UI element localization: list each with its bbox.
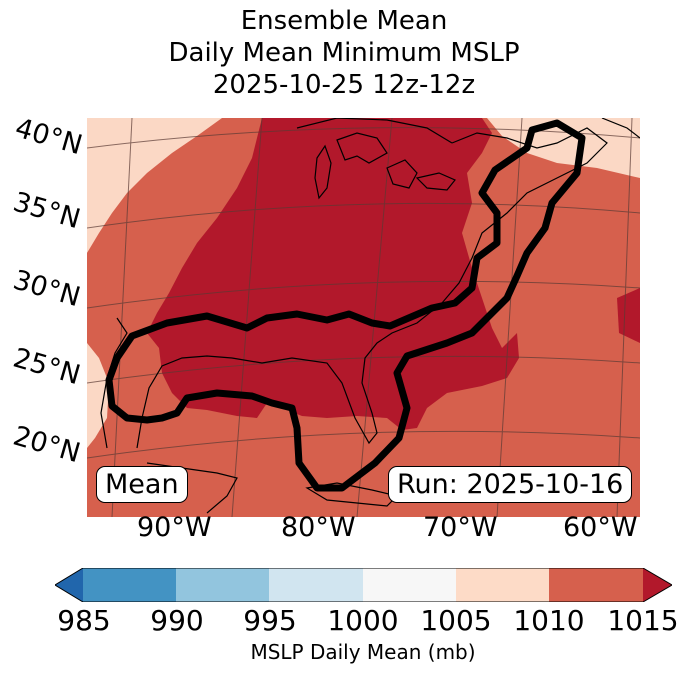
colorbar-extend-low bbox=[55, 568, 83, 602]
lon-label-80: 80°W bbox=[281, 512, 356, 543]
colorbar-segment bbox=[456, 568, 549, 602]
lon-label-90: 90°W bbox=[137, 512, 212, 543]
colorbar-segment bbox=[176, 568, 269, 602]
field-1005-1010-gulf-west bbox=[87, 343, 109, 448]
colorbar-tick-1010: 1010 bbox=[513, 604, 585, 637]
lon-label-60: 60°W bbox=[563, 512, 638, 543]
colorbar-segment bbox=[269, 568, 363, 602]
contour-1015 bbox=[105, 119, 586, 492]
colorbar-segment bbox=[363, 568, 456, 602]
annotation-mean: Mean bbox=[96, 466, 188, 503]
colorbar-tick-1015: 1015 bbox=[607, 604, 679, 637]
lat-label-35: 35°N bbox=[9, 186, 84, 236]
coastlines bbox=[100, 118, 640, 514]
annotation-run: Run: 2025-10-16 bbox=[388, 466, 633, 503]
field-1005-1010-northwest bbox=[87, 118, 222, 253]
title-line-3: 2025-10-25 12z-12z bbox=[212, 70, 476, 100]
lat-label-25: 25°N bbox=[9, 342, 84, 392]
map-panel bbox=[87, 118, 640, 517]
lat-label-20: 20°N bbox=[9, 420, 84, 470]
colorbar-segment bbox=[549, 568, 643, 602]
colorbar-tick-995: 995 bbox=[243, 604, 297, 637]
colorbar-tick-1005: 1005 bbox=[420, 604, 492, 637]
lat-label-30: 30°N bbox=[9, 264, 84, 314]
colorbar-extend-high bbox=[643, 568, 672, 602]
graticule bbox=[87, 118, 640, 517]
title-line-2: Daily Mean Minimum MSLP bbox=[168, 38, 520, 68]
colorbar bbox=[55, 568, 672, 602]
lat-label-40: 40°N bbox=[11, 112, 86, 162]
colorbar-tick-990: 990 bbox=[150, 604, 204, 637]
field-1005-1010-northeast bbox=[487, 118, 640, 178]
colorbar-tick-985: 985 bbox=[57, 604, 111, 637]
field-1010-west-strip bbox=[87, 236, 109, 338]
colorbar-label: MSLP Daily Mean (mb) bbox=[250, 640, 476, 664]
field-above-1015-east bbox=[617, 288, 640, 343]
colorbar-tick-1000: 1000 bbox=[327, 604, 399, 637]
colorbar-segment bbox=[83, 568, 176, 602]
title-line-1: Ensemble Mean bbox=[240, 6, 448, 36]
lon-label-70: 70°W bbox=[423, 512, 498, 543]
